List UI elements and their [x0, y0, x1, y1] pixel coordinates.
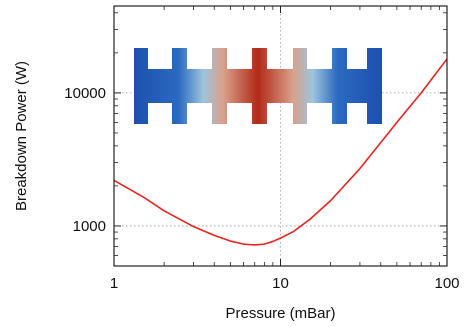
- cavity-field-map-inset: [134, 48, 382, 124]
- ticks-layer: 1 10 100 1000 10000: [64, 6, 460, 292]
- x-tick-label: 10: [272, 275, 289, 292]
- x-tick-label: 100: [434, 275, 459, 292]
- cavity-shape: [134, 48, 382, 124]
- series-layer: [114, 58, 447, 246]
- y-tick-label: 10000: [64, 85, 106, 102]
- gridlines: [114, 6, 447, 266]
- y-tick-label: 1000: [73, 218, 106, 235]
- y-axis-label: Breakdown Power (W): [13, 61, 30, 211]
- x-tick-label: 1: [110, 275, 118, 292]
- series-line-0: [114, 58, 447, 246]
- x-axis-label: Pressure (mBar): [225, 305, 335, 322]
